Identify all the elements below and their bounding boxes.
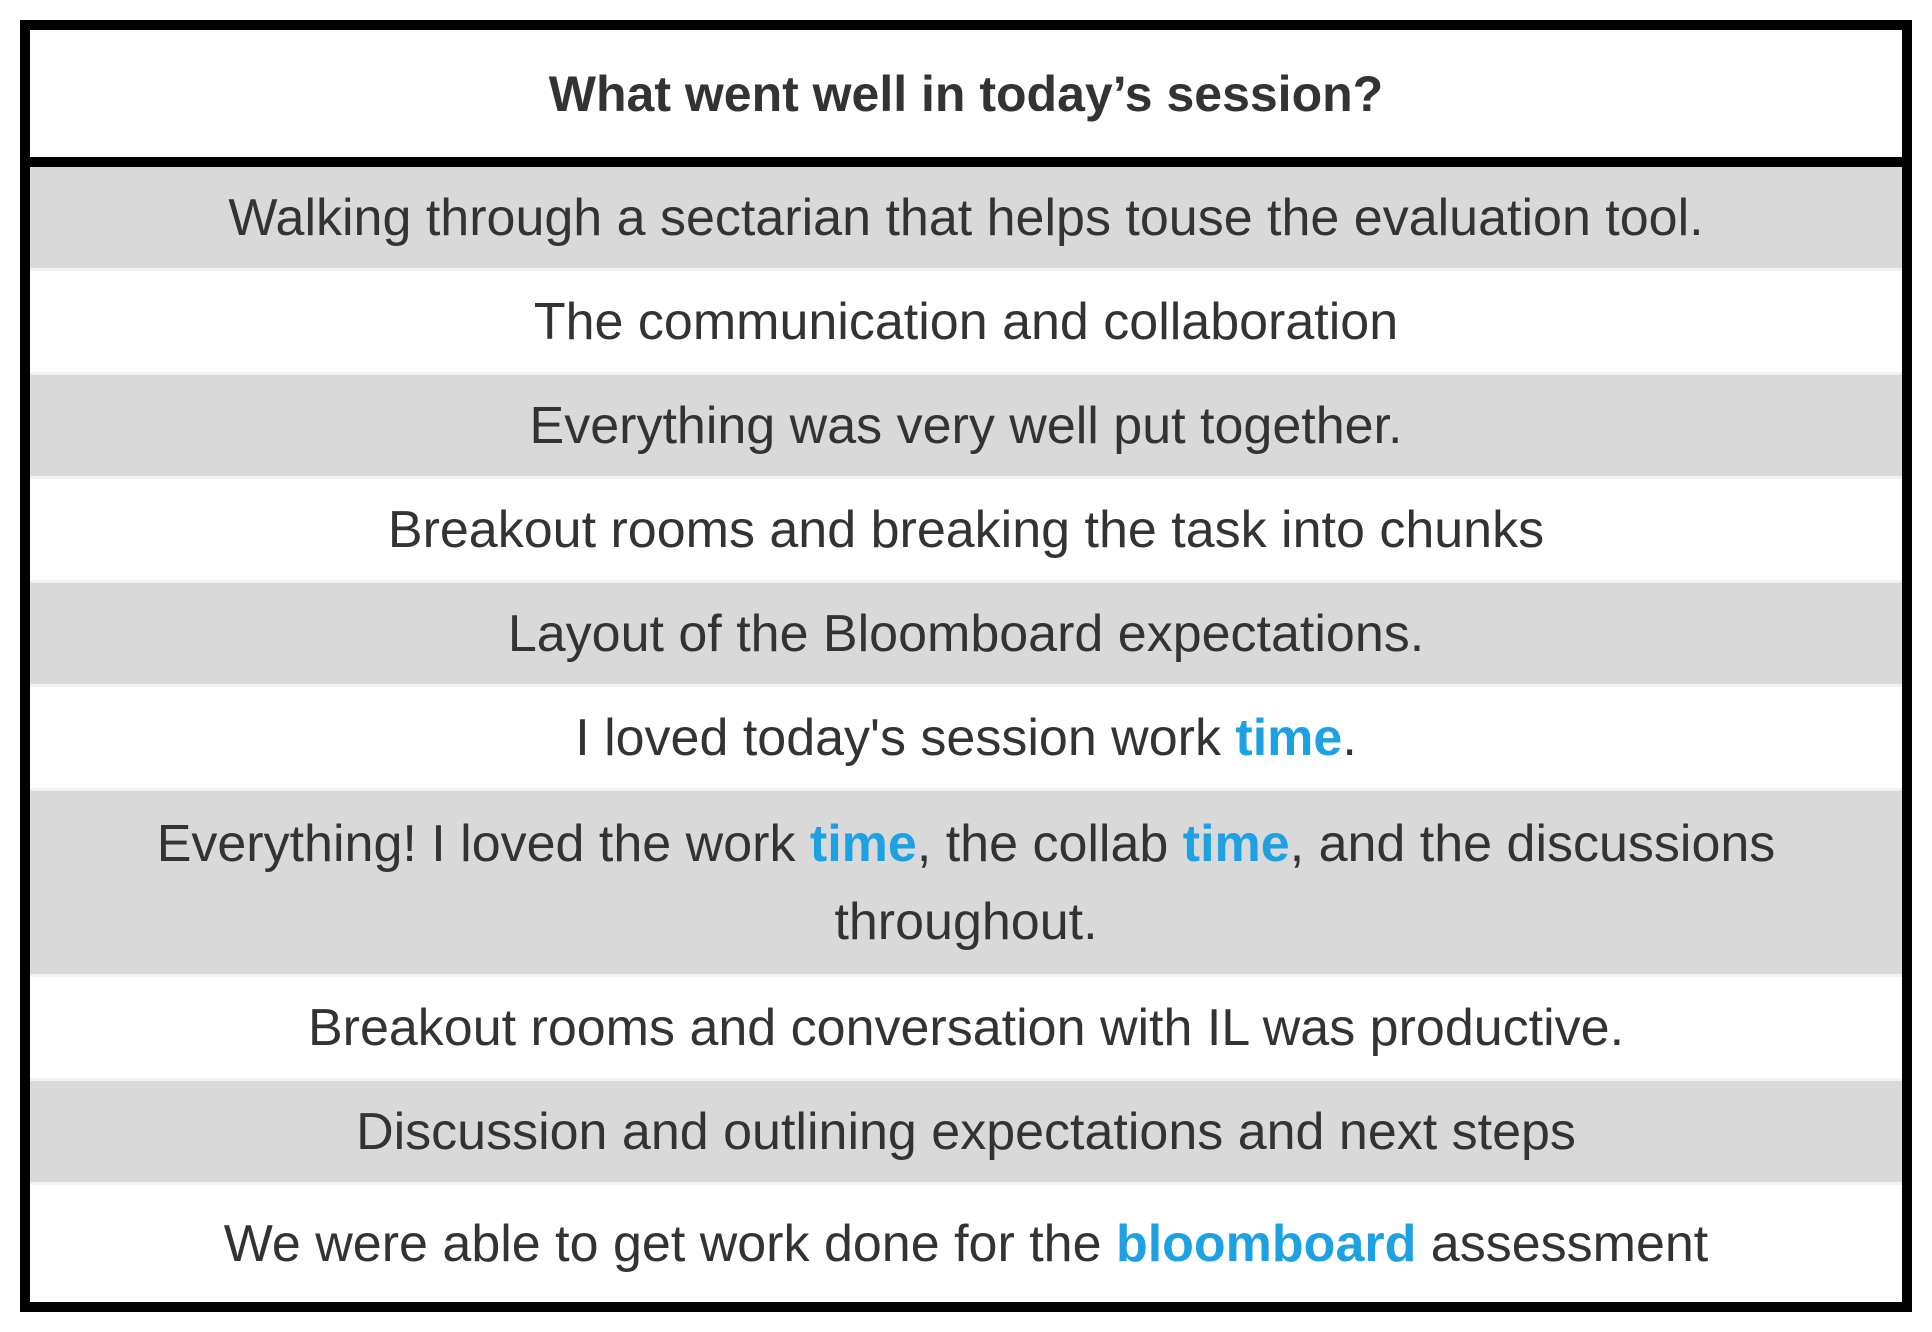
highlighted-word: time xyxy=(809,814,917,873)
row-text: Layout of the Bloomboard expectations. xyxy=(507,604,1425,663)
table-row: The communication and collaboration xyxy=(30,271,1902,375)
row-text: Walking through a sectarian that helps t… xyxy=(228,188,1704,247)
feedback-table: What went well in today’s session? Walki… xyxy=(20,20,1912,1312)
table-title: What went well in today’s session? xyxy=(30,30,1902,167)
row-text-part: . xyxy=(1342,708,1357,767)
row-text: Everything! I loved the work time, the c… xyxy=(46,805,1886,961)
table-row: Discussion and outlining expectations an… xyxy=(30,1081,1902,1185)
row-text: Breakout rooms and breaking the task int… xyxy=(387,500,1545,559)
row-text-part: We were able to get work done for the xyxy=(223,1214,1116,1273)
row-text-part: assessment xyxy=(1416,1214,1709,1273)
table-body: Walking through a sectarian that helps t… xyxy=(30,167,1902,1302)
row-text: The communication and collaboration xyxy=(533,292,1399,351)
row-text: Everything was very well put together. xyxy=(529,396,1403,455)
row-text-part: I loved today's session work xyxy=(575,708,1236,767)
row-text: Breakout rooms and conversation with IL … xyxy=(307,998,1625,1057)
row-text: I loved today's session work time. xyxy=(575,699,1357,777)
table-row: Breakout rooms and breaking the task int… xyxy=(30,479,1902,583)
row-text-part: , and the discussions throughout. xyxy=(834,814,1776,951)
table-row: Breakout rooms and conversation with IL … xyxy=(30,977,1902,1081)
row-text: Discussion and outlining expectations an… xyxy=(356,1102,1576,1161)
highlighted-word: bloomboard xyxy=(1115,1214,1417,1273)
table-row: Layout of the Bloomboard expectations. xyxy=(30,583,1902,687)
highlighted-word: time xyxy=(1235,708,1343,767)
row-text-part: , the collab xyxy=(916,814,1183,873)
highlighted-word: time xyxy=(1182,814,1290,873)
table-row: We were able to get work done for the bl… xyxy=(30,1185,1902,1302)
table-row: I loved today's session work time. xyxy=(30,687,1902,791)
table-row: Walking through a sectarian that helps t… xyxy=(30,167,1902,271)
row-text: We were able to get work done for the bl… xyxy=(224,1205,1709,1283)
table-row: Everything was very well put together. xyxy=(30,375,1902,479)
table-row: Everything! I loved the work time, the c… xyxy=(30,791,1902,977)
row-text-part: Everything! I loved the work xyxy=(156,814,810,873)
